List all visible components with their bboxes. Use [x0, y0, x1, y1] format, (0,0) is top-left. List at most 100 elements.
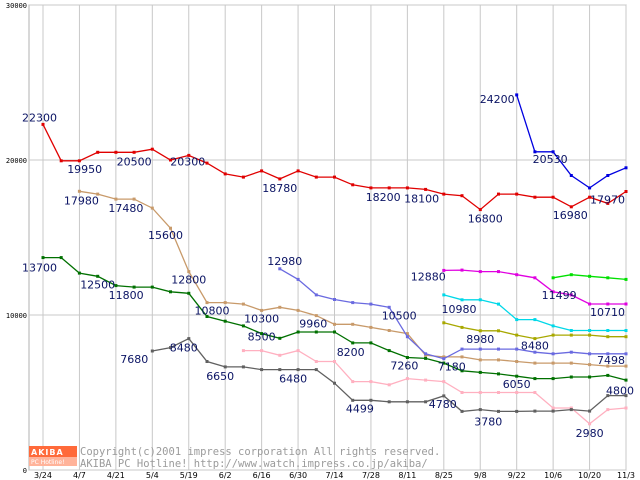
data-point: [569, 205, 573, 209]
x-tick-label: 6/30: [289, 471, 307, 480]
data-point: [533, 377, 537, 381]
data-point: [497, 270, 500, 274]
data-point: [569, 174, 573, 177]
data-point: [569, 361, 573, 365]
data-point: [606, 364, 610, 368]
x-tick-label: 7/14: [326, 471, 344, 480]
data-point: [624, 166, 628, 170]
data-label: 19950: [67, 163, 102, 176]
data-point: [442, 293, 446, 297]
x-tick-label: 9/8: [474, 471, 487, 480]
data-point: [351, 183, 355, 187]
data-label: 9960: [299, 318, 327, 331]
data-point: [624, 190, 628, 193]
data-point: [497, 358, 500, 362]
data-point: [515, 93, 519, 97]
data-point: [205, 301, 209, 305]
data-point: [624, 277, 628, 281]
data-point: [497, 329, 500, 333]
data-label: 17480: [108, 202, 143, 215]
x-tick-label: 11/3: [617, 471, 635, 480]
data-point: [460, 298, 464, 302]
data-point: [96, 150, 100, 154]
data-label: 22300: [22, 111, 57, 124]
data-point: [223, 319, 227, 323]
data-point: [187, 291, 191, 295]
data-point: [442, 361, 446, 365]
data-label: 16800: [468, 213, 503, 226]
data-labels: 22300 19950 20500 20300 18780 18200 18100 16800…: [22, 93, 634, 440]
data-point: [351, 341, 355, 345]
data-point: [424, 356, 428, 360]
data-point: [241, 349, 245, 353]
series-layer: [41, 93, 628, 426]
data-point: [515, 192, 519, 196]
data-point: [551, 409, 555, 413]
data-point: [169, 158, 172, 162]
data-label: 6050: [503, 378, 531, 391]
data-label: 18100: [404, 192, 439, 205]
data-point: [551, 195, 555, 199]
series-cyan: [442, 293, 628, 332]
data-label: 20500: [117, 155, 152, 168]
data-point: [424, 378, 428, 382]
data-point: [369, 186, 373, 190]
data-point: [205, 315, 209, 318]
x-tick-label: 5/19: [180, 471, 198, 480]
data-point: [569, 273, 573, 277]
data-label: 8500: [248, 330, 276, 343]
data-point: [260, 349, 264, 353]
data-point: [497, 409, 500, 413]
data-point: [478, 370, 482, 374]
data-point: [588, 195, 592, 199]
data-point: [114, 284, 118, 288]
data-point: [569, 406, 573, 410]
data-point: [588, 352, 592, 356]
data-label: 11800: [109, 289, 144, 302]
data-point: [223, 365, 227, 369]
data-point: [478, 408, 482, 412]
data-point: [460, 369, 464, 373]
x-tick-label: 4/7: [73, 471, 86, 480]
data-point: [588, 333, 592, 337]
data-point: [314, 330, 318, 334]
data-point: [77, 159, 81, 163]
data-label: 12880: [411, 270, 446, 283]
y-tick-label: 10000: [6, 312, 27, 320]
data-point: [278, 368, 282, 372]
data-point: [442, 355, 446, 359]
series-green-dark: [41, 256, 628, 382]
data-point: [551, 352, 555, 356]
data-point: [569, 333, 573, 337]
data-label: 7498: [597, 354, 625, 367]
series-line: [516, 94, 627, 189]
data-point: [442, 394, 446, 398]
data-point: [442, 192, 446, 196]
data-point: [551, 406, 555, 410]
data-label: 7180: [438, 361, 466, 374]
data-point: [624, 302, 628, 306]
data-point: [223, 172, 227, 176]
data-point: [278, 353, 282, 357]
series-gray: [150, 337, 628, 413]
data-point: [369, 380, 373, 384]
data-point: [187, 270, 191, 274]
data-point: [296, 308, 300, 312]
data-point: [624, 352, 628, 356]
data-point: [478, 270, 482, 274]
data-point: [533, 276, 537, 280]
data-point: [114, 150, 118, 154]
data-point: [551, 290, 555, 294]
data-label: 20530: [533, 153, 568, 166]
data-point: [405, 332, 409, 336]
data-point: [150, 349, 154, 353]
data-point: [442, 380, 446, 384]
x-tick-label: 8/25: [435, 471, 453, 480]
data-point: [150, 206, 154, 210]
logo-top-text: AKIBA: [31, 448, 64, 457]
data-point: [624, 378, 628, 382]
series-pink: [241, 349, 628, 426]
data-point: [478, 347, 482, 351]
data-point: [241, 302, 245, 306]
